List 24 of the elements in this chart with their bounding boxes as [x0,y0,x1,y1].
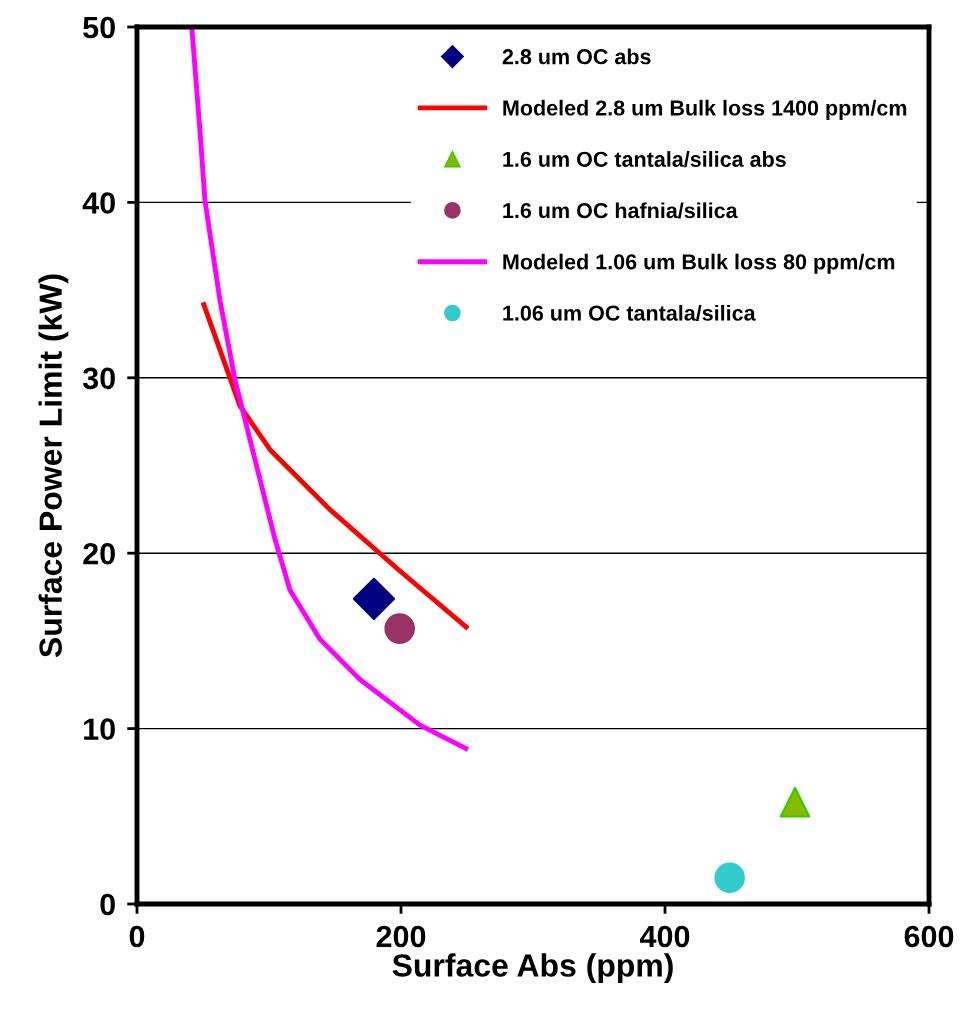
line-series [200,299,471,632]
y-tick-label: 20 [83,542,115,565]
y-axis-title: Surface Power Limit (kW) [38,274,69,658]
line-series [189,27,471,753]
point [384,613,415,644]
x-axis-title: Surface Abs (ppm) [392,953,673,984]
x-tick-label: 200 [376,925,426,948]
legend-label: Modeled 1.06 um Bulk loss 80 ppm/cm [503,253,895,274]
x-tick-label: 400 [639,925,690,948]
legend-label: 2.8 um OC abs [502,48,651,65]
y-tick-label: 10 [84,718,115,740]
y-tick-label: 0 [100,893,115,916]
point [714,862,745,893]
y-tick-label: 50 [83,16,115,39]
legend-label: 1.6 um OC tantala/silica abs [503,151,786,168]
x-tick-label: 600 [904,925,954,948]
legend-label: 1.06 um OC tantala/silica [503,304,756,321]
legend-label: 1.6 um OC hafnia/silica [503,202,738,219]
point [352,577,396,620]
y-tick-label: 30 [82,367,115,390]
x-tick-label: 0 [129,925,145,948]
point [779,787,811,818]
y-tick-label: 40 [82,192,115,214]
legend-label: Modeled 2.8 um Bulk loss 1400 ppm/cm [503,99,907,120]
